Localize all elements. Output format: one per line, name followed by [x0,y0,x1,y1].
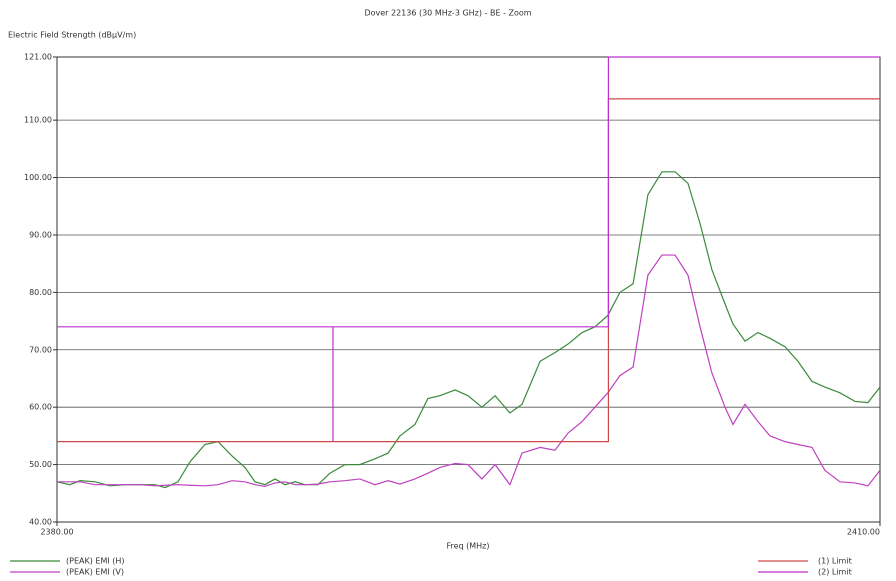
legend-label: (PEAK) EMI (V) [66,568,124,577]
plot-border [56,56,881,523]
x-axis-title: Freq (MHz) [446,542,489,551]
series-line [57,56,880,442]
y-axis-title: Electric Field Strength (dBµV/m) [8,31,136,40]
y-tick-label: 50.00 [29,460,52,469]
y-tick-label: 70.00 [29,345,52,354]
x-tick-label: 2410.00 [847,528,880,537]
y-tick-label: 80.00 [29,288,52,297]
y-tick-label: 60.00 [29,403,52,412]
y-tick-label: 121.00 [24,53,52,62]
x-tick-label: 2380.00 [40,528,73,537]
y-tick-label: 100.00 [24,173,52,182]
y-tick-label: 110.00 [24,116,52,125]
chart-title: Dover 22136 (30 MHz-3 GHz) - BE - Zoom [364,9,531,18]
series-line [56,171,881,489]
y-tick-label: 90.00 [29,230,52,239]
legend-label: (2) Limit [818,568,852,577]
legend-label: (1) Limit [818,557,852,566]
series-line [57,254,881,488]
legend-label: (PEAK) EMI (H) [66,557,125,566]
y-tick-label: 40.00 [29,518,52,527]
